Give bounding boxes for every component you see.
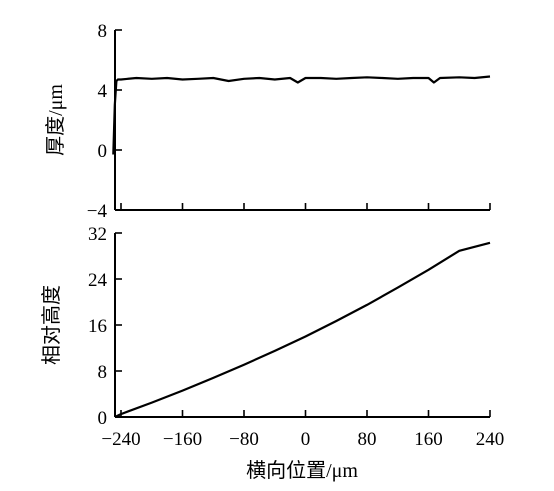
x-tick-label: −160 bbox=[163, 429, 202, 450]
x-axis-label: 横向位置/μm bbox=[246, 459, 358, 482]
y-tick-label: −4 bbox=[87, 201, 108, 222]
x-tick-label: −240 bbox=[101, 429, 140, 450]
y-tick-label: 4 bbox=[98, 81, 108, 102]
thickness-series-line bbox=[112, 75, 491, 155]
y-tick-label: 16 bbox=[88, 316, 107, 337]
x-tick-label: 240 bbox=[476, 429, 505, 450]
x-tick-label: 80 bbox=[358, 429, 377, 450]
x-tick-label: −80 bbox=[229, 429, 259, 450]
y-tick-label: 0 bbox=[98, 408, 108, 429]
y-tick-label: 8 bbox=[98, 362, 108, 383]
y-tick-label: 32 bbox=[88, 224, 107, 245]
x-tick-label: 160 bbox=[414, 429, 443, 450]
x-tick-label: 0 bbox=[301, 429, 311, 450]
top-y-axis-label: 厚度/μm bbox=[44, 84, 67, 156]
y-tick-label: 0 bbox=[98, 141, 108, 162]
y-tick-label: 8 bbox=[98, 21, 108, 42]
y-tick-label: 24 bbox=[88, 270, 108, 291]
bottom-y-axis-label: 相对高度 bbox=[40, 285, 63, 365]
relative-height-series-line bbox=[114, 241, 491, 418]
thickness-panel: 8 4 0 −4 厚度/μm bbox=[44, 21, 491, 222]
